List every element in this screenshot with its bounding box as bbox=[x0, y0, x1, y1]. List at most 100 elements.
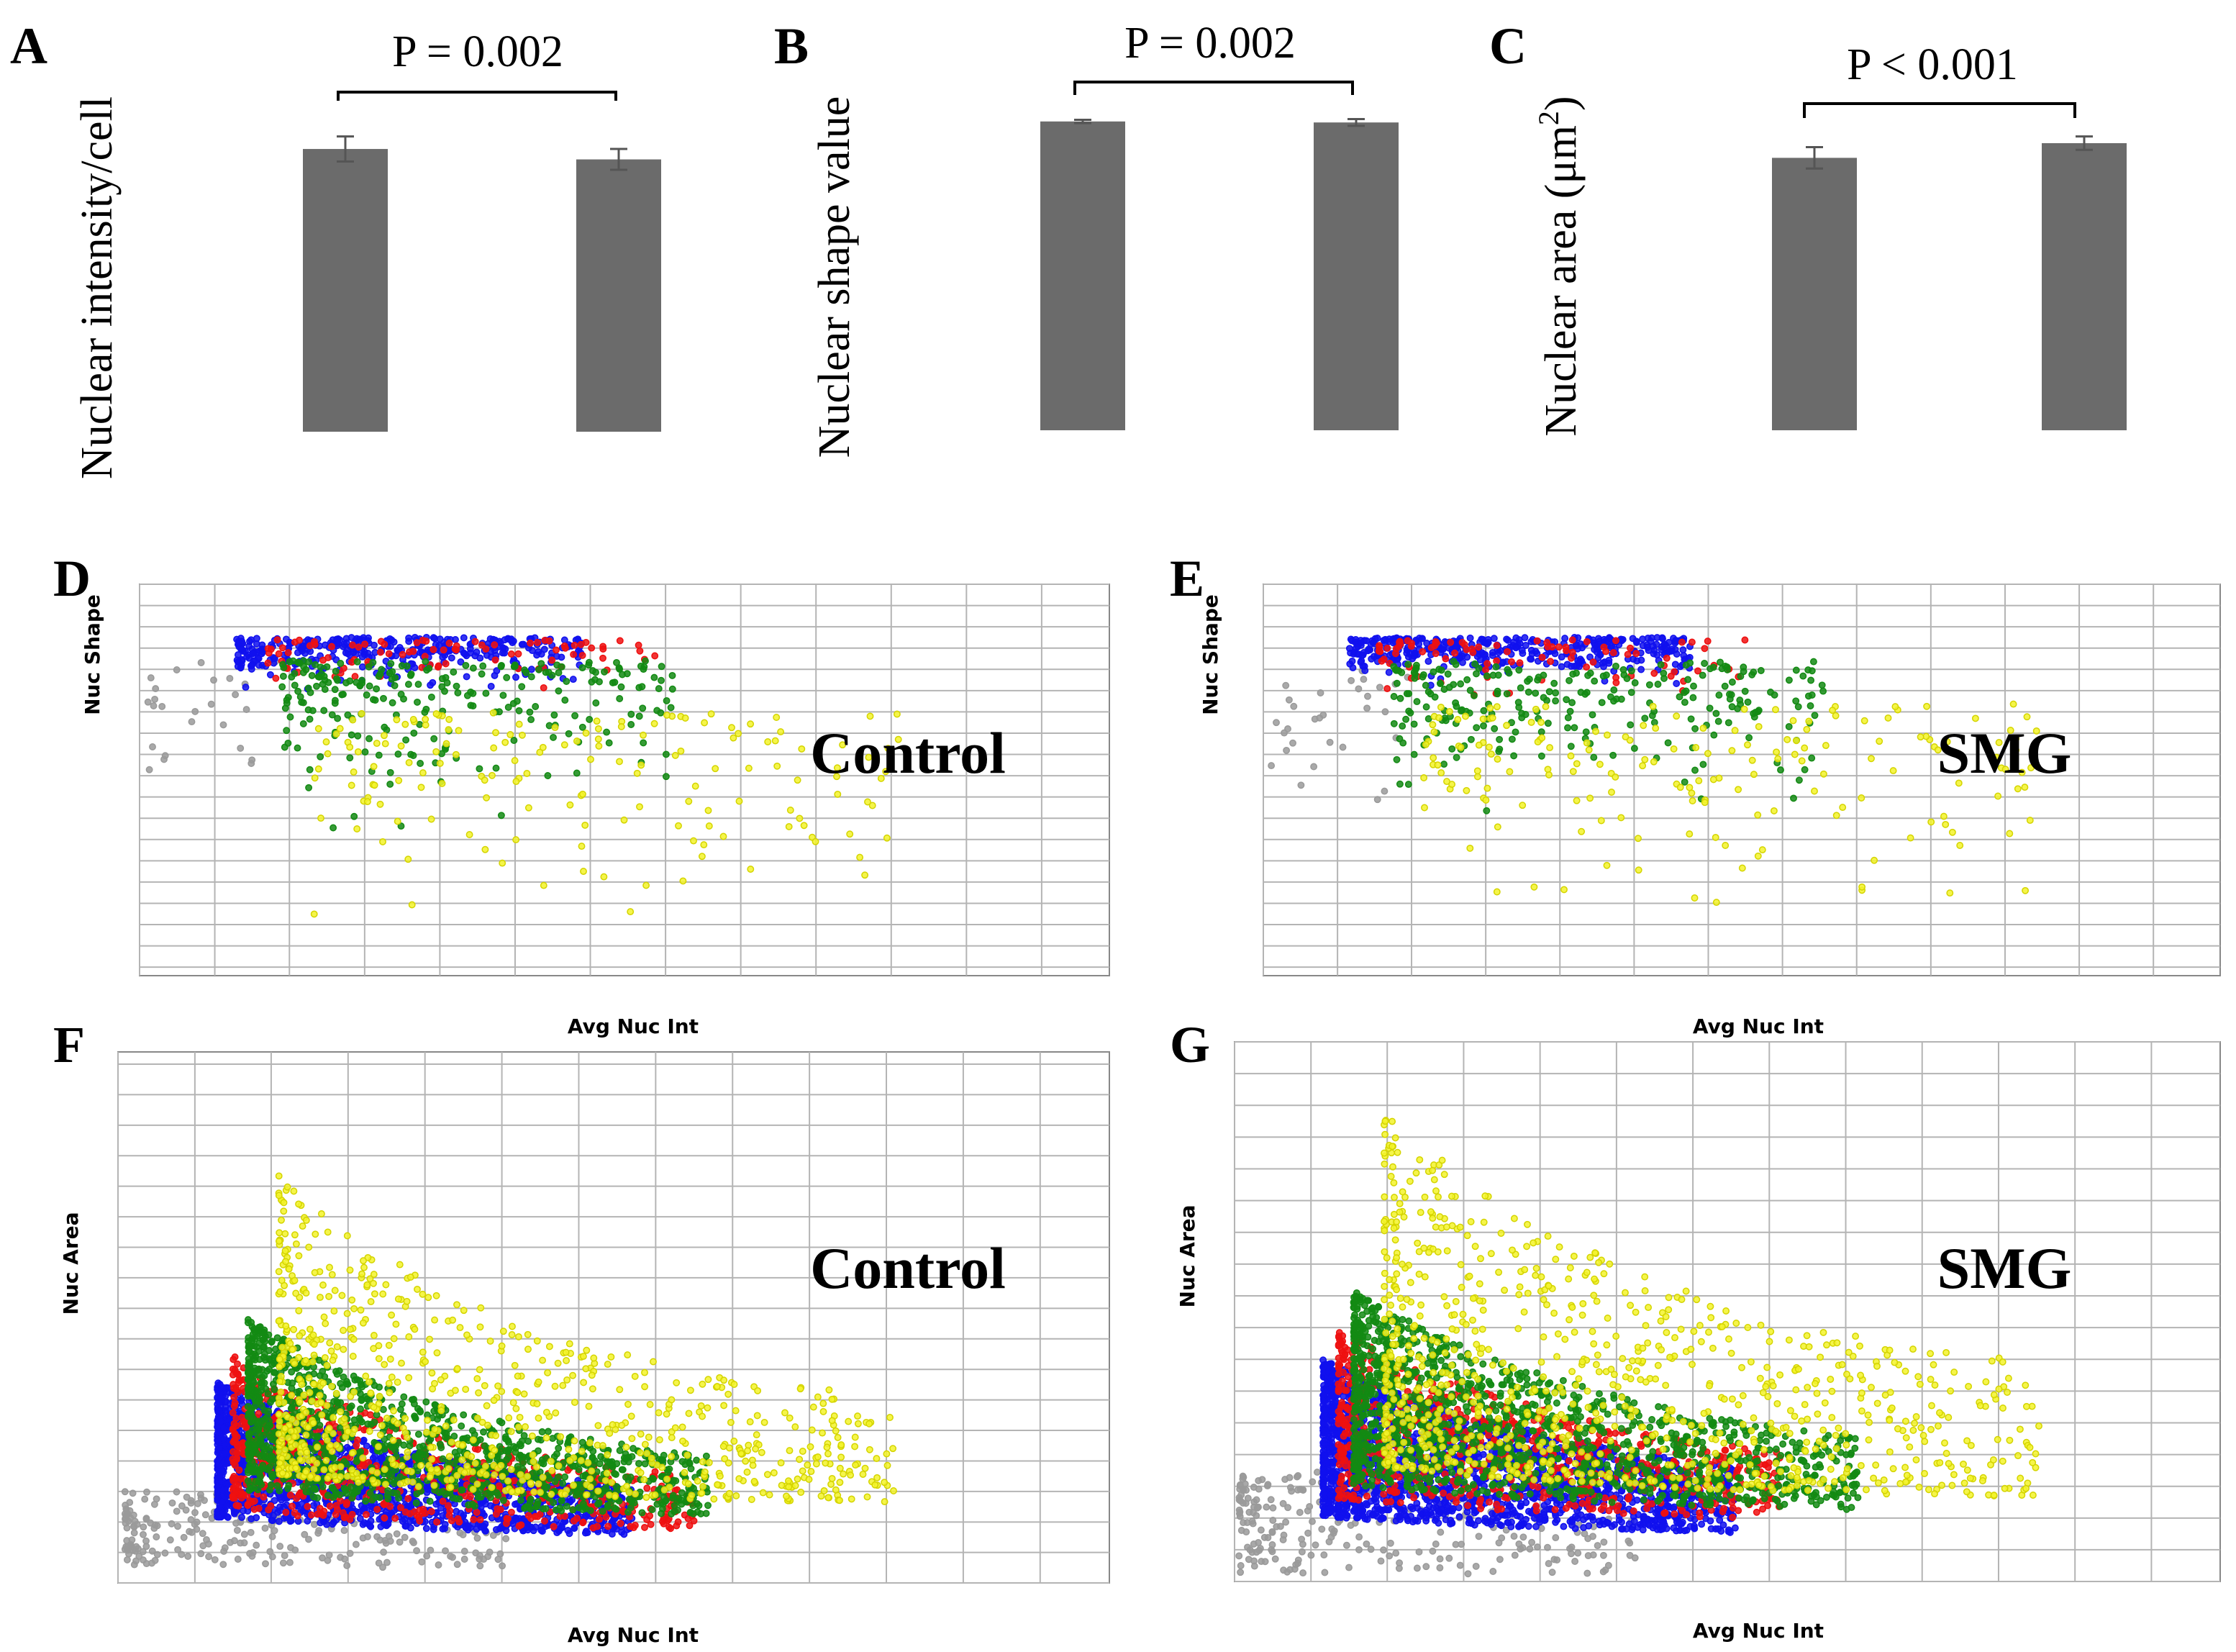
scatter-point-yellow bbox=[636, 803, 643, 811]
scatter-point-yellow bbox=[2023, 713, 2031, 721]
scatter-point-green bbox=[1483, 807, 1491, 814]
scatter-point-green bbox=[1792, 697, 1800, 705]
scatter-point-yellow bbox=[314, 725, 322, 732]
scatter-point-red bbox=[681, 1511, 688, 1519]
scatter-point-gray bbox=[148, 1547, 156, 1555]
scatter-point-yellow bbox=[798, 745, 806, 753]
scatter-point-gray bbox=[1285, 696, 1293, 704]
scatter-point-red bbox=[570, 1517, 578, 1525]
scatter-point-red bbox=[1516, 659, 1524, 667]
scatter-point-red bbox=[376, 648, 384, 656]
scatter-point-red bbox=[667, 1525, 675, 1533]
scatter-point-red bbox=[1507, 658, 1515, 666]
scatter-point-red bbox=[491, 641, 499, 649]
scatter-point-gray bbox=[413, 1547, 421, 1555]
y-axis-label-c-close: ) bbox=[1537, 96, 1586, 111]
scatter-point-red bbox=[255, 1504, 263, 1512]
bar-control bbox=[303, 149, 388, 432]
scatter-point-yellow bbox=[1435, 714, 1442, 722]
scatter-point-green bbox=[504, 704, 512, 711]
scatter-point-yellow bbox=[1673, 712, 1681, 720]
scatter-point-yellow bbox=[1649, 702, 1657, 710]
scatter-point-green bbox=[1712, 709, 1720, 717]
scatter-point-gray bbox=[211, 1556, 219, 1564]
scatter-point-green bbox=[1450, 681, 1458, 689]
scatter-point-green bbox=[662, 750, 670, 758]
bars-c bbox=[1772, 135, 2127, 430]
scatter-point-yellow bbox=[1692, 744, 1700, 751]
scatter-point-red bbox=[1460, 640, 1468, 648]
scatter-point-red bbox=[353, 1441, 360, 1449]
scatter-point-green bbox=[558, 1497, 565, 1504]
scatter-point-yellow bbox=[1832, 812, 1840, 820]
scatter-point-red bbox=[1419, 648, 1427, 655]
scatter-point-green bbox=[611, 678, 619, 686]
scatter-point-red bbox=[399, 650, 406, 658]
scatter-point-green bbox=[417, 760, 424, 767]
scatter-point-red bbox=[514, 650, 522, 658]
scatter-point-red bbox=[232, 1384, 240, 1392]
scatter-point-red bbox=[540, 684, 547, 691]
scatter-point-gray bbox=[182, 1506, 190, 1514]
scatter-point-green bbox=[1627, 721, 1635, 729]
scatter-point-yellow bbox=[846, 830, 854, 838]
scatter-point-blue bbox=[360, 1436, 368, 1444]
scatter-point-green bbox=[1545, 688, 1553, 696]
scatter-point-green bbox=[1650, 719, 1658, 727]
scatter-point-blue bbox=[496, 1525, 504, 1533]
bars-a bbox=[303, 135, 661, 432]
scatter-point-blue bbox=[217, 1474, 224, 1481]
scatter-point-red bbox=[1469, 648, 1477, 656]
scatter-point-red bbox=[229, 1425, 237, 1433]
scatter-point-green bbox=[386, 768, 394, 776]
scatter-point-red bbox=[264, 645, 272, 653]
scatter-point-gray bbox=[352, 1540, 360, 1548]
scatter-point-red bbox=[1447, 638, 1455, 646]
scatter-point-green bbox=[370, 696, 377, 704]
scatter-point-yellow bbox=[1755, 722, 1763, 730]
scatter-point-yellow bbox=[1652, 725, 1660, 732]
bars-b bbox=[1040, 118, 1399, 431]
scatter-point-gray bbox=[435, 1561, 442, 1569]
scatter-point-green bbox=[1564, 724, 1571, 732]
scatter-point-red bbox=[306, 642, 314, 650]
scatter-point-green bbox=[1470, 691, 1478, 699]
scatter-point-blue bbox=[1355, 650, 1363, 658]
scatter-point-green bbox=[357, 1405, 364, 1413]
scatter-point-yellow bbox=[1503, 722, 1511, 730]
scatter-point-gray bbox=[221, 1544, 229, 1552]
scatter-point-yellow bbox=[581, 821, 589, 829]
scatter-point-yellow bbox=[1773, 748, 1781, 756]
scatter-point-blue bbox=[422, 1525, 430, 1533]
scatter-point-red bbox=[1380, 655, 1388, 663]
scatter-point-gray bbox=[226, 674, 234, 682]
scatter-point-yellow bbox=[1434, 761, 1442, 769]
scatter-point-green bbox=[526, 708, 534, 716]
scatter-point-red bbox=[604, 1522, 612, 1530]
scatter-point-red bbox=[534, 639, 541, 646]
scatter-point-green bbox=[1777, 766, 1784, 774]
scatter-point-green bbox=[1706, 704, 1714, 712]
scatter-point-gray bbox=[453, 1561, 461, 1569]
scatter-point-red bbox=[492, 1510, 500, 1518]
scatter-point-red bbox=[385, 650, 393, 658]
scatter-point-yellow bbox=[616, 758, 623, 766]
scatter-point-red bbox=[596, 1515, 603, 1523]
scatter-point-green bbox=[353, 658, 361, 666]
scatter-point-yellow bbox=[1940, 812, 1948, 820]
scatter-point-red bbox=[231, 1461, 239, 1469]
scatter-point-red bbox=[589, 1524, 597, 1532]
scatter-point-yellow bbox=[370, 763, 378, 771]
scatter-point-yellow bbox=[1560, 886, 1568, 894]
scatter-point-red bbox=[1663, 654, 1671, 662]
scatter-point-yellow bbox=[1740, 705, 1748, 713]
scatter-point-yellow bbox=[311, 774, 319, 782]
scatter-point-yellow bbox=[868, 802, 876, 809]
scatter-point-green bbox=[1586, 669, 1594, 677]
scatter-point-green bbox=[388, 699, 396, 707]
scatter-point-blue bbox=[245, 643, 253, 650]
scatter-point-yellow bbox=[1578, 827, 1586, 835]
scatter-point-blue bbox=[268, 1516, 276, 1524]
scatter-point-yellow bbox=[1612, 773, 1619, 781]
panel-a-bar-chart: A P = 0.002 Nuclear intensity/cell bbox=[10, 17, 661, 479]
